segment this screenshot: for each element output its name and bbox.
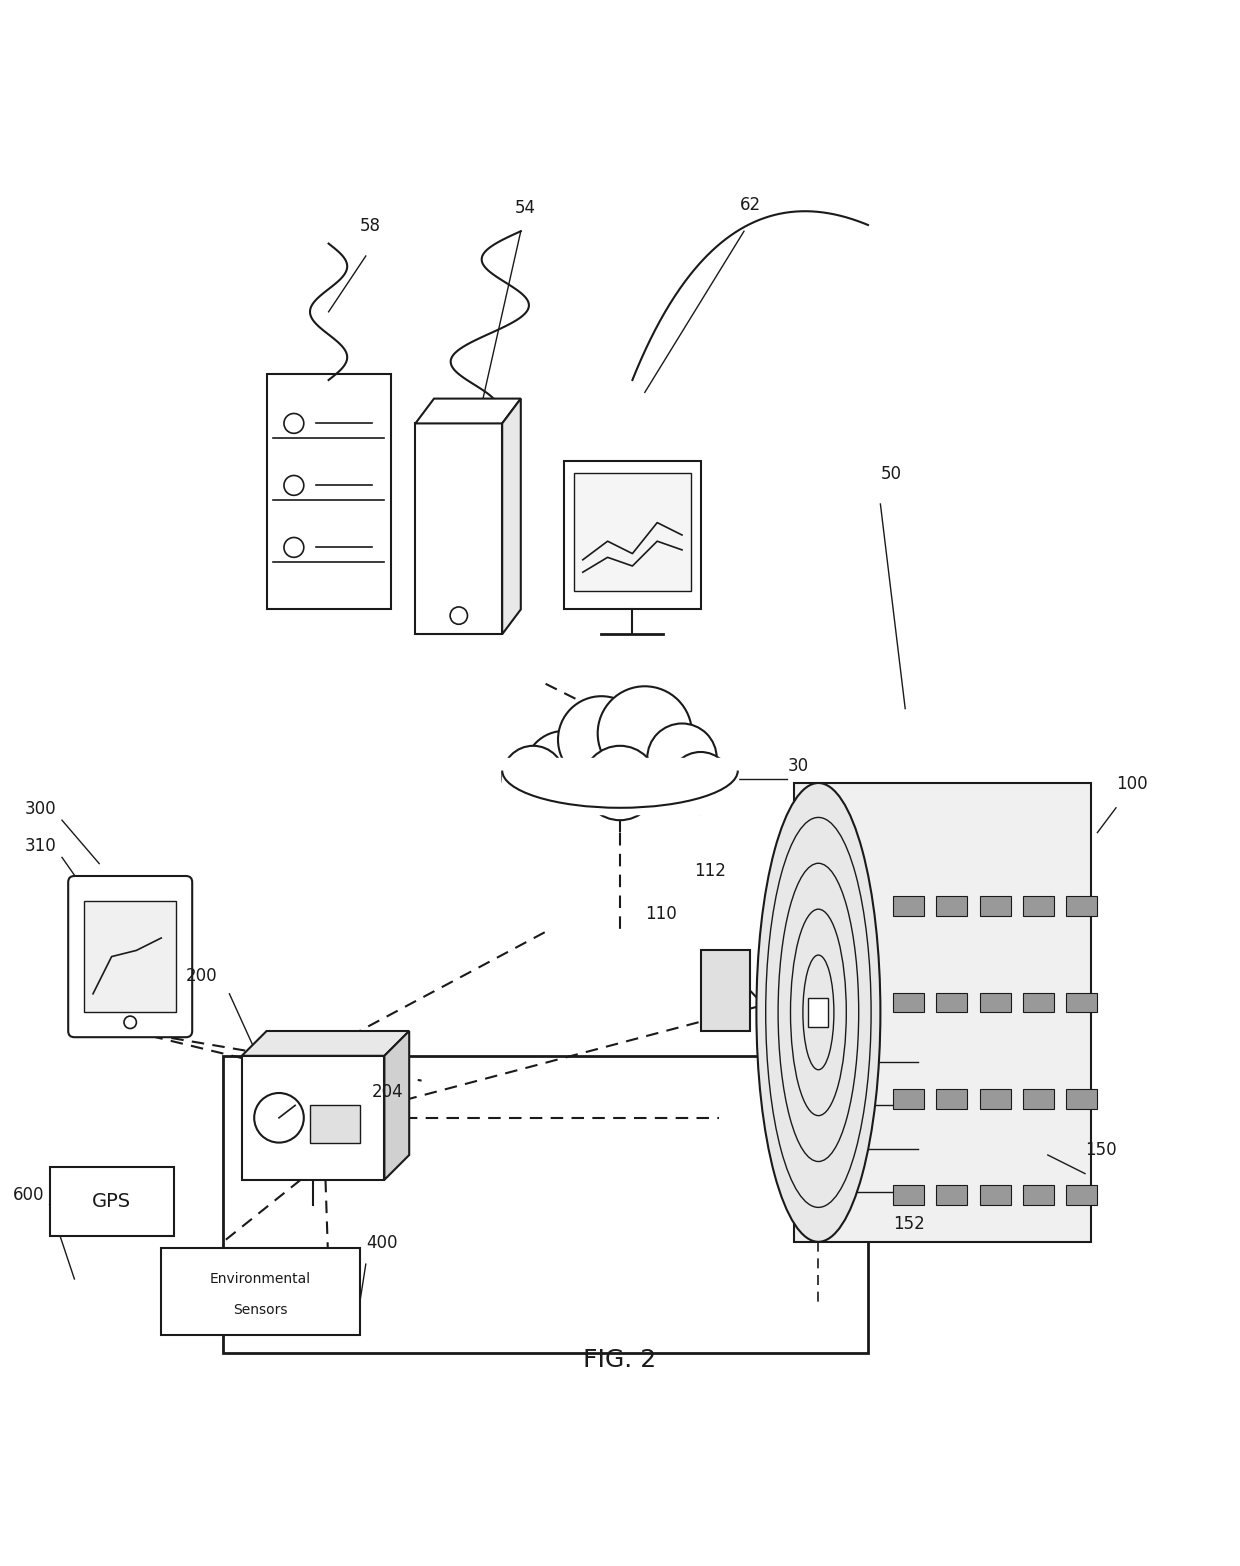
Text: 152: 152 bbox=[893, 1215, 925, 1234]
FancyBboxPatch shape bbox=[893, 896, 924, 916]
Text: 30: 30 bbox=[787, 756, 808, 775]
Circle shape bbox=[670, 752, 732, 814]
Polygon shape bbox=[415, 399, 521, 423]
FancyBboxPatch shape bbox=[1066, 1185, 1097, 1204]
FancyBboxPatch shape bbox=[936, 993, 967, 1012]
Text: 100: 100 bbox=[1116, 775, 1148, 794]
Text: 310: 310 bbox=[25, 838, 57, 855]
FancyBboxPatch shape bbox=[502, 758, 738, 814]
Polygon shape bbox=[502, 399, 521, 634]
FancyBboxPatch shape bbox=[84, 900, 176, 1012]
FancyBboxPatch shape bbox=[980, 993, 1011, 1012]
Text: 58: 58 bbox=[360, 218, 381, 235]
FancyBboxPatch shape bbox=[242, 1055, 384, 1179]
Circle shape bbox=[583, 745, 657, 821]
Text: Environmental: Environmental bbox=[210, 1272, 311, 1286]
Text: 200: 200 bbox=[186, 968, 218, 985]
Text: 54: 54 bbox=[515, 199, 536, 216]
FancyBboxPatch shape bbox=[808, 998, 828, 1027]
FancyBboxPatch shape bbox=[223, 1055, 868, 1353]
FancyBboxPatch shape bbox=[574, 473, 691, 590]
FancyBboxPatch shape bbox=[936, 1185, 967, 1204]
Ellipse shape bbox=[756, 783, 880, 1242]
FancyBboxPatch shape bbox=[564, 460, 701, 609]
Circle shape bbox=[647, 723, 717, 792]
FancyBboxPatch shape bbox=[1023, 896, 1054, 916]
Text: 112: 112 bbox=[694, 861, 727, 880]
FancyBboxPatch shape bbox=[980, 1088, 1011, 1109]
Text: 600: 600 bbox=[12, 1185, 43, 1204]
Circle shape bbox=[502, 745, 564, 808]
Text: 150: 150 bbox=[1085, 1142, 1117, 1159]
FancyBboxPatch shape bbox=[50, 1167, 174, 1236]
Polygon shape bbox=[384, 1030, 409, 1179]
FancyBboxPatch shape bbox=[1023, 1185, 1054, 1204]
Circle shape bbox=[525, 731, 604, 810]
Polygon shape bbox=[242, 1030, 409, 1055]
FancyBboxPatch shape bbox=[68, 875, 192, 1037]
Circle shape bbox=[598, 686, 692, 780]
Text: 62: 62 bbox=[740, 196, 761, 215]
Text: 400: 400 bbox=[366, 1234, 397, 1251]
FancyBboxPatch shape bbox=[1066, 896, 1097, 916]
FancyBboxPatch shape bbox=[267, 374, 391, 609]
FancyBboxPatch shape bbox=[1023, 993, 1054, 1012]
Text: Sensors: Sensors bbox=[233, 1303, 288, 1317]
FancyBboxPatch shape bbox=[1023, 1088, 1054, 1109]
FancyBboxPatch shape bbox=[893, 993, 924, 1012]
FancyBboxPatch shape bbox=[893, 1088, 924, 1109]
FancyBboxPatch shape bbox=[893, 1185, 924, 1204]
FancyBboxPatch shape bbox=[1066, 993, 1097, 1012]
Text: 300: 300 bbox=[25, 800, 57, 817]
FancyBboxPatch shape bbox=[310, 1106, 360, 1143]
FancyBboxPatch shape bbox=[980, 1185, 1011, 1204]
Text: FIG. 2: FIG. 2 bbox=[583, 1348, 657, 1372]
FancyBboxPatch shape bbox=[980, 896, 1011, 916]
Text: GPS: GPS bbox=[92, 1192, 131, 1211]
Text: 204: 204 bbox=[372, 1082, 404, 1101]
FancyBboxPatch shape bbox=[936, 1088, 967, 1109]
Text: 50: 50 bbox=[880, 465, 901, 484]
Circle shape bbox=[558, 697, 645, 783]
FancyBboxPatch shape bbox=[794, 783, 1091, 1242]
FancyBboxPatch shape bbox=[701, 951, 750, 1030]
FancyBboxPatch shape bbox=[936, 896, 967, 916]
FancyBboxPatch shape bbox=[1066, 1088, 1097, 1109]
FancyBboxPatch shape bbox=[415, 423, 502, 634]
FancyBboxPatch shape bbox=[161, 1248, 360, 1334]
Text: 110: 110 bbox=[645, 905, 677, 924]
